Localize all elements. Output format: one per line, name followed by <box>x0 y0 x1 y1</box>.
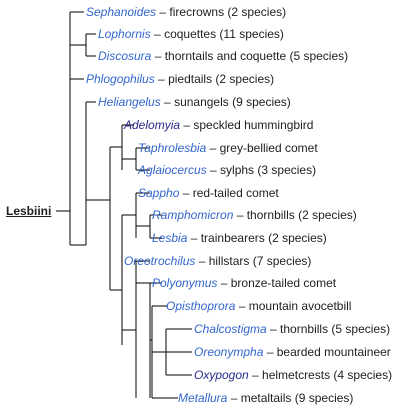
separator-dash: – <box>227 391 241 405</box>
leaf-ramphomicron: Ramphomicron – thornbills (2 species) <box>152 208 357 222</box>
leaf-lesbia: Lesbia – trainbearers (2 species) <box>152 231 327 245</box>
leaf-metallura: Metallura – metaltails (9 species) <box>178 391 353 405</box>
separator-dash: – <box>187 231 201 245</box>
leaf-oxypogon: Oxypogon – helmetcrests (4 species) <box>194 368 392 382</box>
common-name-chalcostigma: thornbills (5 species) <box>280 322 391 336</box>
separator-dash: – <box>151 49 165 63</box>
leaf-taphrolesbia: Taphrolesbia – grey-bellied comet <box>138 141 318 155</box>
common-name-phlogophilus: piedtails (2 species) <box>168 72 275 86</box>
genus-link-chalcostigma[interactable]: Chalcostigma <box>194 322 267 336</box>
separator-dash: – <box>206 163 221 177</box>
leaf-sappho: Sappho – red-tailed comet <box>138 186 279 200</box>
common-name-heliangelus: sunangels (9 species) <box>174 95 291 109</box>
common-name-taphrolesbia: grey-bellied comet <box>219 141 318 155</box>
genus-link-heliangelus[interactable]: Heliangelus <box>98 95 161 109</box>
genus-link-aglaiocercus[interactable]: Aglaiocercus <box>138 163 207 177</box>
leaf-discosura: Discosura – thorntails and coquette (5 s… <box>98 49 348 63</box>
genus-link-opisthoprora[interactable]: Opisthoprora <box>166 299 236 313</box>
separator-dash: – <box>154 72 169 86</box>
common-name-lophornis: coquettes (11 species) <box>164 27 284 41</box>
genus-link-lophornis[interactable]: Lophornis <box>98 27 151 41</box>
leaf-sephanoides: Sephanoides – firecrowns (2 species) <box>86 5 286 19</box>
genus-link-lesbia[interactable]: Lesbia <box>152 231 188 245</box>
genus-link-oxypogon[interactable]: Oxypogon <box>194 368 249 382</box>
leaf-adelomyia: Adelomyia – speckled hummingbird <box>124 118 313 132</box>
common-name-oreonympha: bearded mountaineer <box>276 345 391 359</box>
common-name-lesbia: trainbearers (2 species) <box>200 231 327 245</box>
separator-dash: – <box>160 95 175 109</box>
common-name-oxypogon: helmetcrests (4 species) <box>262 368 393 382</box>
genus-link-phlogophilus[interactable]: Phlogophilus <box>86 72 155 86</box>
separator-dash: – <box>206 141 220 155</box>
common-name-discosura: thorntails and coquette (5 species) <box>164 49 349 63</box>
common-name-ramphomicron: thornbills (2 species) <box>246 208 357 222</box>
common-name-oreotrochilus: hillstars (7 species) <box>208 254 312 268</box>
genus-link-oreonympha[interactable]: Oreonympha <box>194 345 264 359</box>
genus-link-ramphomicron[interactable]: Ramphomicron <box>152 208 234 222</box>
separator-dash: – <box>150 27 165 41</box>
genus-link-oreotrochilus[interactable]: Oreotrochilus <box>124 254 196 268</box>
common-name-sephanoides: firecrowns (2 species) <box>169 5 287 19</box>
genus-link-discosura[interactable]: Discosura <box>98 49 152 63</box>
leaf-opisthoprora: Opisthoprora – mountain avocetbill <box>166 299 351 313</box>
separator-dash: – <box>235 299 249 313</box>
separator-dash: – <box>233 208 247 222</box>
separator-dash: – <box>195 254 209 268</box>
leaf-oreonympha: Oreonympha – bearded mountaineer <box>194 345 391 359</box>
separator-dash: – <box>156 5 170 19</box>
leaf-chalcostigma: Chalcostigma – thornbills (5 species) <box>194 322 390 336</box>
leaf-aglaiocercus: Aglaiocercus – sylphs (3 species) <box>138 163 316 177</box>
genus-link-sappho[interactable]: Sappho <box>138 186 180 200</box>
leaf-lophornis: Lophornis – coquettes (11 species) <box>98 27 284 41</box>
root-clade-label-lesbiini[interactable]: Lesbiini <box>6 204 52 218</box>
leaf-phlogophilus: Phlogophilus – piedtails (2 species) <box>86 72 274 86</box>
separator-dash: – <box>263 345 277 359</box>
separator-dash: – <box>180 118 194 132</box>
leaf-polyonymus: Polyonymus – bronze-tailed comet <box>152 276 336 290</box>
separator-dash: – <box>217 276 231 290</box>
separator-dash: – <box>179 186 193 200</box>
genus-link-taphrolesbia[interactable]: Taphrolesbia <box>138 141 207 155</box>
leaf-heliangelus: Heliangelus – sunangels (9 species) <box>98 95 291 109</box>
genus-link-adelomyia[interactable]: Adelomyia <box>124 118 181 132</box>
common-name-adelomyia: speckled hummingbird <box>193 118 314 132</box>
genus-link-polyonymus[interactable]: Polyonymus <box>152 276 218 290</box>
common-name-polyonymus: bronze-tailed comet <box>230 276 337 290</box>
common-name-opisthoprora: mountain avocetbill <box>248 299 352 313</box>
separator-dash: – <box>266 322 281 336</box>
genus-link-metallura[interactable]: Metallura <box>178 391 228 405</box>
genus-link-sephanoides[interactable]: Sephanoides <box>86 5 157 19</box>
separator-dash: – <box>248 368 263 382</box>
common-name-aglaiocercus: sylphs (3 species) <box>220 163 317 177</box>
leaf-oreotrochilus: Oreotrochilus – hillstars (7 species) <box>124 254 311 268</box>
common-name-sappho: red-tailed comet <box>192 186 279 200</box>
common-name-metallura: metaltails (9 species) <box>240 391 354 405</box>
